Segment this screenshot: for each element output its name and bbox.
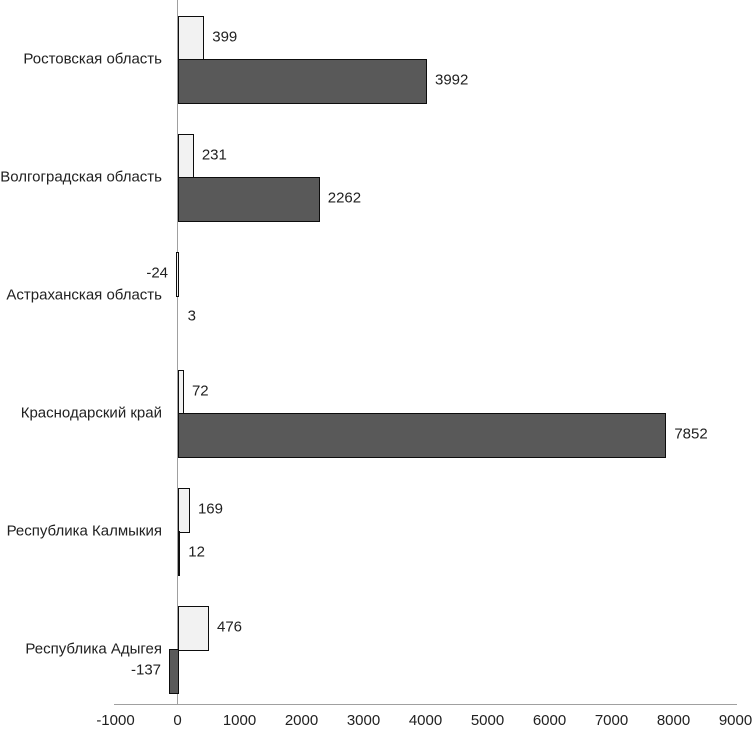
bar-light bbox=[177, 133, 194, 179]
bar-dark bbox=[177, 412, 667, 458]
value-label: 2262 bbox=[327, 189, 362, 207]
value-label: 3 bbox=[187, 307, 197, 325]
x-tick-label: 4000 bbox=[408, 712, 443, 729]
bar-light bbox=[177, 605, 209, 651]
category-label: Волгоградская область bbox=[0, 168, 162, 185]
x-tick-label: 1000 bbox=[222, 712, 257, 729]
value-label: -24 bbox=[146, 264, 169, 282]
bar-dark bbox=[169, 648, 180, 694]
x-tick-label: 8000 bbox=[656, 712, 691, 729]
category-label: Республика Калмыкия bbox=[6, 522, 162, 539]
x-tick-label: 3000 bbox=[346, 712, 381, 729]
x-axis-line bbox=[114, 704, 737, 705]
bar-dark bbox=[177, 530, 181, 576]
bar-light bbox=[177, 487, 190, 533]
value-label: 12 bbox=[188, 543, 205, 561]
bar-light bbox=[177, 15, 205, 61]
category-label: Ростовская область bbox=[23, 50, 162, 67]
x-tick-label: 7000 bbox=[594, 712, 629, 729]
value-label: 72 bbox=[191, 382, 209, 400]
x-tick-label: 6000 bbox=[532, 712, 567, 729]
bar-dark bbox=[177, 58, 427, 104]
value-label: 3992 bbox=[435, 71, 469, 89]
value-label: 476 bbox=[217, 618, 243, 636]
bar-light bbox=[177, 369, 184, 415]
value-label: 399 bbox=[212, 28, 238, 46]
category-label: Астраханская область bbox=[6, 286, 162, 303]
x-tick-label: 0 bbox=[173, 712, 182, 729]
y-axis-line bbox=[177, 0, 178, 704]
value-label: 7852 bbox=[674, 425, 708, 443]
value-label: -137 bbox=[130, 661, 162, 679]
x-tick-label: 5000 bbox=[470, 712, 505, 729]
bar-dark bbox=[177, 176, 320, 222]
x-tick-label: 9000 bbox=[718, 712, 752, 729]
category-label: Республика Адыгея bbox=[25, 640, 162, 657]
category-label: Краснодарский край bbox=[20, 404, 162, 421]
value-label: 169 bbox=[197, 500, 223, 518]
value-label: 231 bbox=[201, 146, 227, 164]
x-tick-label: 2000 bbox=[284, 712, 319, 729]
bar-light bbox=[176, 251, 180, 297]
x-tick-label: -1000 bbox=[96, 712, 135, 729]
